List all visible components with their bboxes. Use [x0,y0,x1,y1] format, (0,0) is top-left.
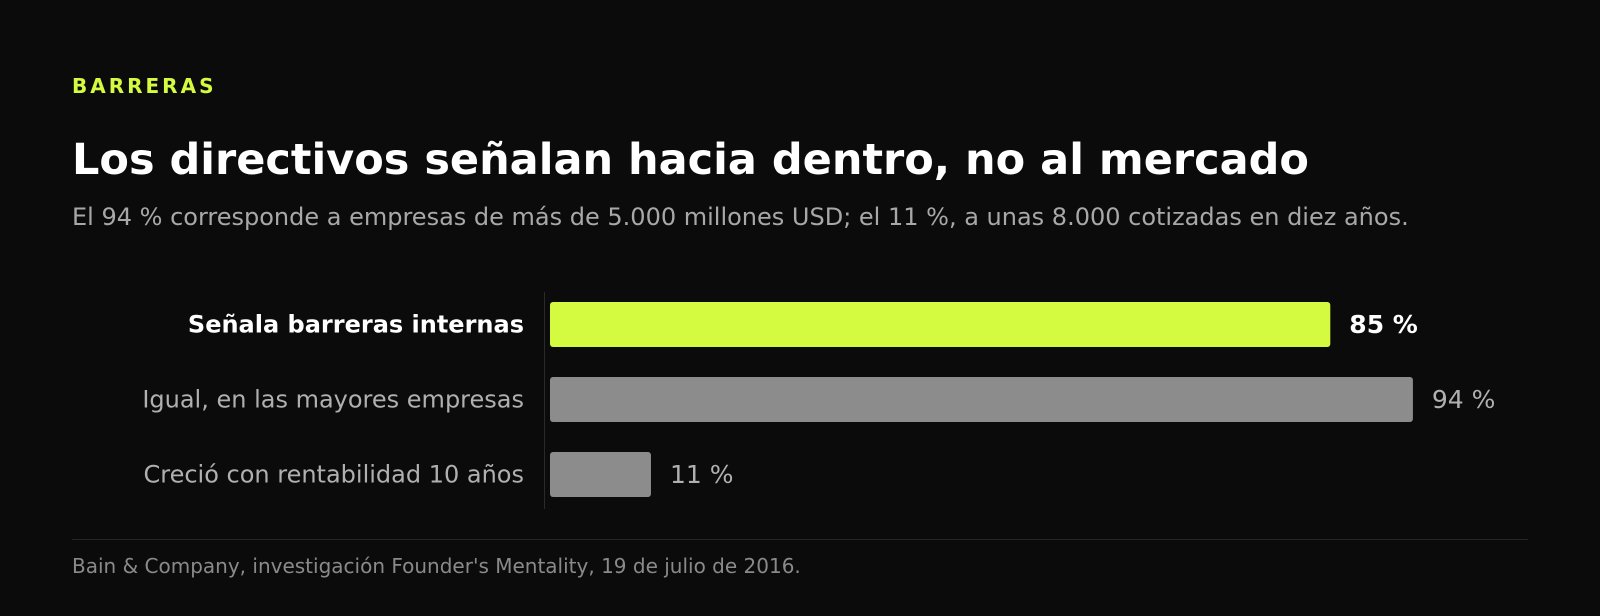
chart-subtitle: El 94 % corresponde a empresas de más de… [72,203,1409,231]
chart-card: BARRERAS Los directivos señalan hacia de… [72,0,1528,616]
category-label: Señala barreras internas [188,311,524,339]
bar [550,302,1331,347]
eyebrow-label: BARRERAS [72,74,217,98]
value-label: 11 % [670,460,734,489]
value-label: 94 % [1432,385,1496,414]
chart-title: Los directivos señalan hacia dentro, no … [72,135,1309,185]
source-note: Bain & Company, investigación Founder's … [72,554,801,578]
footer-divider [72,539,1528,540]
category-label: Igual, en las mayores empresas [142,386,524,414]
category-label: Creció con rentabilidad 10 años [143,461,524,489]
bar [550,377,1413,422]
bar-chart: Señala barreras internas 85 % Igual, en la… [142,292,1496,509]
value-label: 85 % [1349,310,1418,339]
bar [550,452,651,497]
